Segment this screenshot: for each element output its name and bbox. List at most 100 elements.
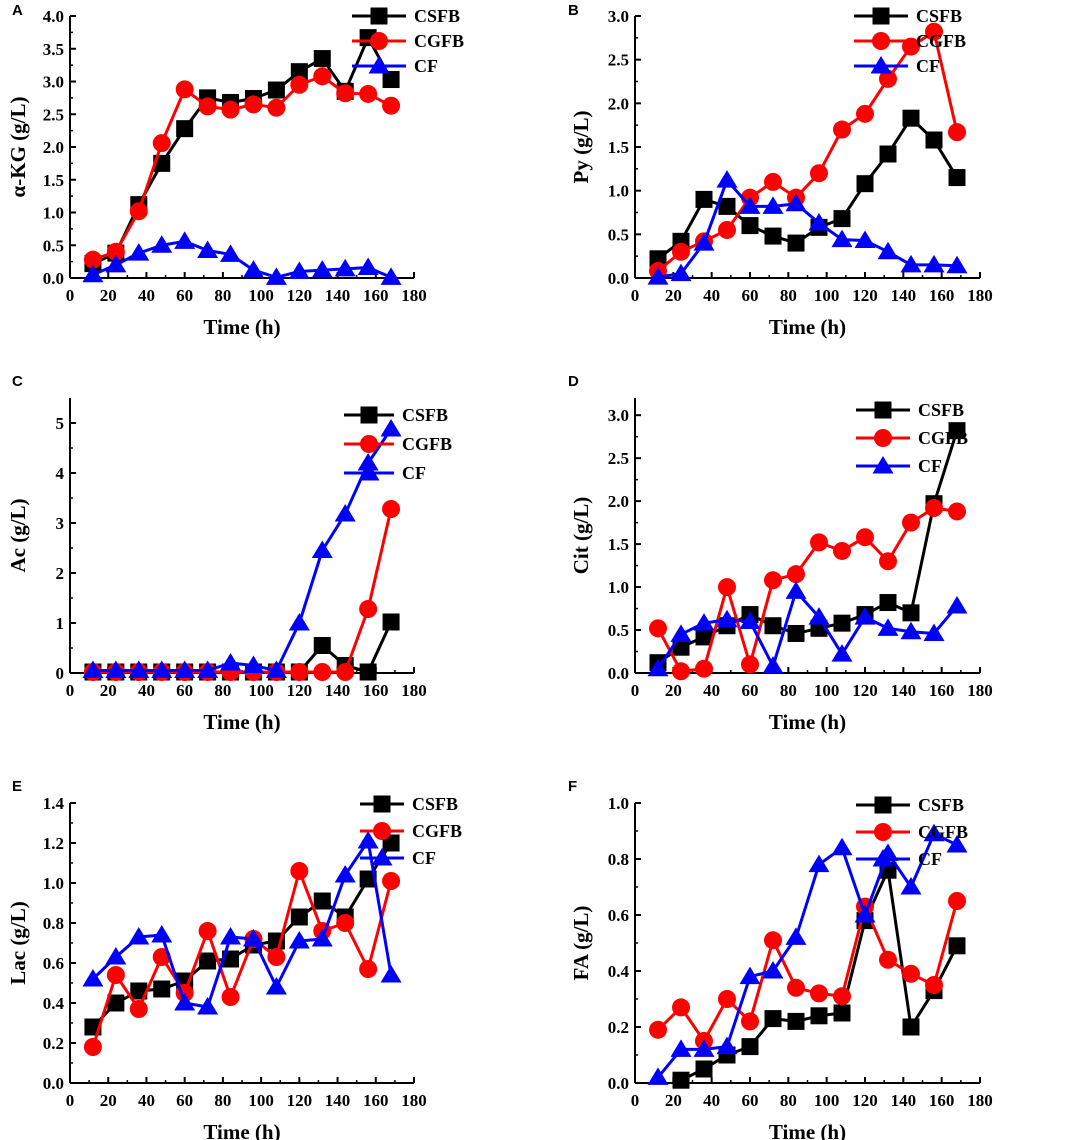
data-point <box>695 628 713 646</box>
data-point <box>902 109 920 127</box>
data-point <box>670 1039 692 1057</box>
data-point <box>672 998 690 1017</box>
x-tick-label: 80 <box>780 286 797 305</box>
legend-label: CSFB <box>916 6 962 26</box>
panel-letter: C <box>12 373 23 390</box>
x-tick-label: 140 <box>325 286 351 305</box>
x-tick-label: 20 <box>665 1091 682 1110</box>
series-line <box>92 428 393 672</box>
data-point <box>106 242 125 261</box>
y-tick-label: 0.4 <box>43 994 65 1013</box>
x-tick-label: 120 <box>852 1091 878 1110</box>
x-tick-label: 60 <box>176 286 193 305</box>
data-point <box>382 500 401 518</box>
y-tick-label: 1.0 <box>608 578 629 597</box>
legend-marker <box>370 32 388 50</box>
x-axis-title: Time (h) <box>769 315 846 339</box>
legend: CSFB CGFB CF <box>344 405 452 483</box>
data-point <box>220 244 242 262</box>
data-point <box>693 613 715 631</box>
data-point <box>336 914 355 932</box>
y-tick-label: 0.0 <box>608 269 629 288</box>
x-tick-label: 20 <box>100 1091 117 1110</box>
data-point <box>380 267 402 285</box>
x-tick-label: 40 <box>138 286 155 305</box>
data-point <box>242 260 264 278</box>
x-tick-label: 40 <box>138 1091 155 1110</box>
legend-label: CGFB <box>402 434 452 454</box>
legend-marker <box>872 849 894 867</box>
data-point <box>288 261 310 279</box>
y-tick-label: 3.0 <box>608 406 629 425</box>
data-point <box>785 193 807 212</box>
data-point <box>739 966 761 985</box>
data-point <box>198 97 217 116</box>
data-point <box>82 660 104 678</box>
y-tick-label: 2.5 <box>608 449 629 468</box>
panel-letter: F <box>568 778 577 795</box>
data-point <box>808 854 830 873</box>
x-tick-label: 180 <box>967 286 993 305</box>
y-axis-title: Py (g/L) <box>569 111 593 184</box>
x-tick-label: 60 <box>176 681 193 700</box>
legend: CSFB CGFB CF <box>856 795 968 869</box>
data-point <box>946 595 968 614</box>
x-tick-label: 0 <box>631 1091 640 1110</box>
x-tick-label: 140 <box>325 681 351 700</box>
data-point <box>785 927 807 945</box>
x-tick-label: 0 <box>66 286 75 305</box>
data-point <box>107 994 125 1012</box>
data-point <box>877 618 899 636</box>
y-tick-label: 3.5 <box>43 40 64 59</box>
data-point <box>313 50 331 68</box>
x-tick-label: 120 <box>287 681 313 700</box>
data-point <box>221 988 240 1006</box>
data-point <box>290 663 309 681</box>
legend-marker <box>874 796 892 814</box>
data-point <box>311 260 333 278</box>
data-point <box>82 264 104 283</box>
legend-marker <box>373 822 391 840</box>
data-point <box>718 197 736 215</box>
panel-a: A 0 20 40 60 80 100 120 140 160 180 0.0 0.5 1.0 1.5 2.0… <box>6 2 464 339</box>
data-point <box>382 613 400 631</box>
y-tick-label: 2 <box>56 564 65 583</box>
x-tick-label: 160 <box>929 1091 955 1110</box>
data-point <box>948 123 966 142</box>
series-cf <box>647 170 968 285</box>
data-point <box>810 164 828 183</box>
series-cf <box>82 419 402 678</box>
data-point <box>948 502 966 521</box>
data-point <box>762 196 784 214</box>
legend-label: CF <box>916 56 940 76</box>
data-point <box>854 230 876 248</box>
data-point <box>716 170 738 188</box>
data-point <box>833 541 851 560</box>
data-point <box>854 607 876 625</box>
data-point <box>290 908 308 926</box>
data-point <box>808 607 830 625</box>
data-point <box>948 892 966 910</box>
y-tick-label: 4 <box>56 464 65 483</box>
data-point <box>130 982 148 1000</box>
panel-e: E 0 20 40 60 80 100 120 140 160 180 0.0 0.2 0.4 0.6 0.8… <box>6 778 462 1140</box>
y-tick-label: 1.0 <box>608 794 629 813</box>
data-point <box>105 660 127 678</box>
data-point <box>856 104 874 123</box>
data-point <box>313 663 332 681</box>
series-line <box>92 508 393 674</box>
data-point <box>265 267 287 285</box>
legend-label: CF <box>402 463 426 483</box>
y-tick-label: 0.0 <box>43 1074 64 1093</box>
data-point <box>672 1071 690 1089</box>
legend-label: CGFB <box>414 31 464 51</box>
y-tick-label: 0.5 <box>608 621 629 640</box>
legend-label: CF <box>918 849 942 869</box>
legend-marker <box>360 406 378 424</box>
x-tick-label: 160 <box>363 681 389 700</box>
legend-marker <box>872 456 894 474</box>
y-tick-label: 1.2 <box>43 834 64 853</box>
legend-label: CSFB <box>402 405 448 425</box>
legend-label: CF <box>918 456 942 476</box>
data-point <box>925 976 943 994</box>
